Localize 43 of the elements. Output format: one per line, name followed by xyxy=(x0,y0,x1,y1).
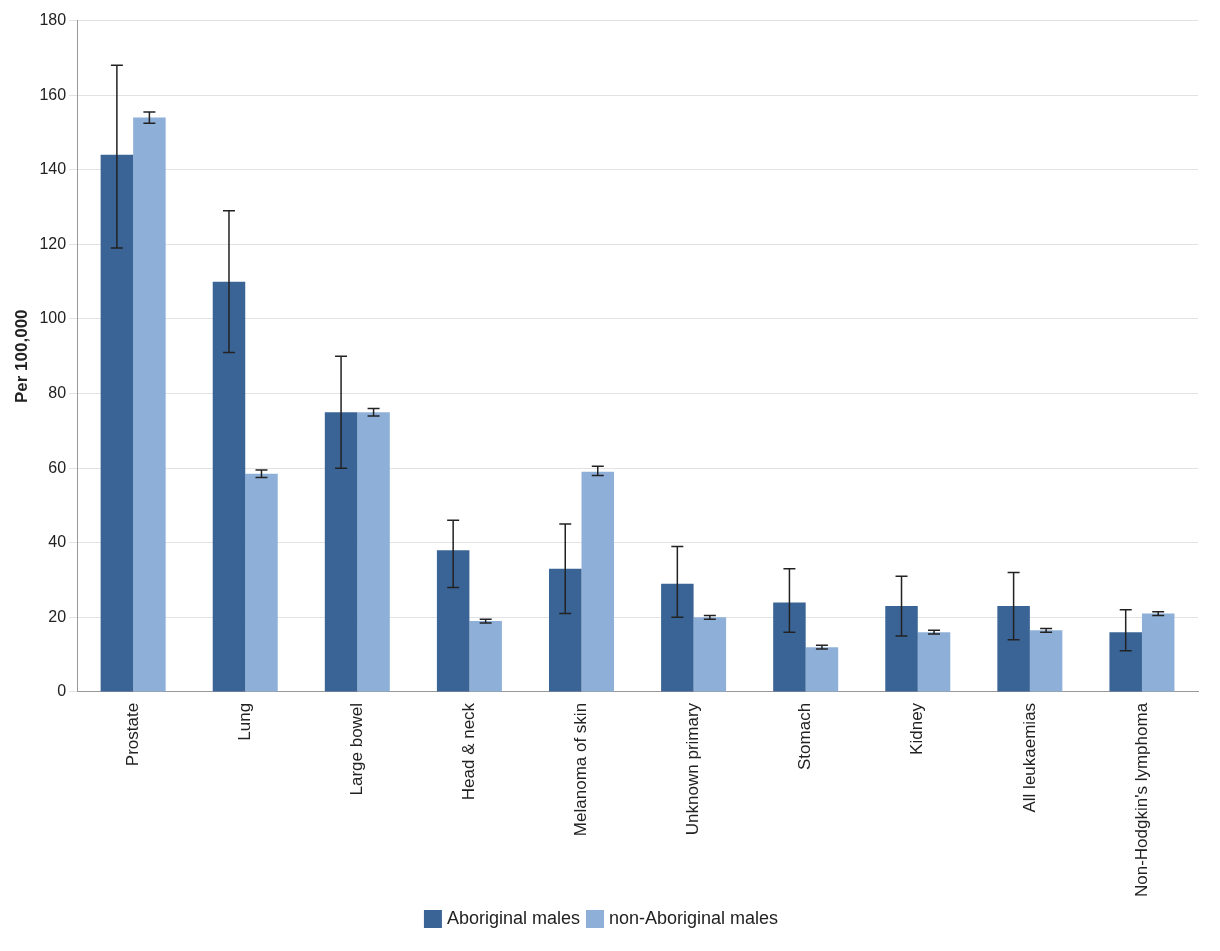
x-tick-label: Lung xyxy=(234,702,254,741)
x-tick-label: All leukaemias xyxy=(1019,702,1039,813)
bar xyxy=(133,117,166,692)
bar xyxy=(1109,632,1142,692)
y-tick-label: 120 xyxy=(39,234,67,252)
bar xyxy=(324,412,358,692)
legend-label: non-Aboriginal males xyxy=(608,907,779,928)
bar xyxy=(245,473,278,692)
x-tick-label: Non-Hodgkin's lymphoma xyxy=(1131,702,1151,897)
x-tick-label: Prostate xyxy=(122,702,142,767)
bar xyxy=(693,617,727,692)
bar xyxy=(773,602,806,692)
bar xyxy=(357,412,390,692)
bar xyxy=(1029,630,1063,692)
y-tick-label: 80 xyxy=(48,383,67,401)
y-tick-label: 140 xyxy=(39,160,67,178)
y-axis-title: Per 100,000 xyxy=(11,309,31,404)
y-tick-label: 60 xyxy=(48,458,67,476)
bar xyxy=(805,647,839,692)
bar xyxy=(661,583,694,692)
bar xyxy=(436,550,470,692)
bar xyxy=(917,632,951,692)
x-tick-label: Melanoma of skin xyxy=(571,702,591,837)
bar xyxy=(549,568,582,692)
x-tick-label: Head & neck xyxy=(459,702,479,801)
y-tick-label: 100 xyxy=(39,309,67,327)
bar xyxy=(469,621,502,692)
bar xyxy=(581,471,615,692)
x-tick-label: Large bowel xyxy=(347,702,367,796)
bar xyxy=(997,606,1030,692)
x-tick-label: Stomach xyxy=(795,702,815,770)
y-tick-label: 40 xyxy=(48,533,67,551)
y-tick-label: 160 xyxy=(39,85,67,103)
bar xyxy=(100,154,134,692)
x-tick-label: Kidney xyxy=(907,702,927,755)
bar xyxy=(885,606,918,692)
y-tick-label: 20 xyxy=(48,607,67,625)
y-tick-label: 0 xyxy=(57,682,67,700)
legend-label: Aboriginal males xyxy=(446,907,580,928)
x-tick-label: Unknown primary xyxy=(683,702,703,836)
bar xyxy=(1141,613,1175,692)
bar xyxy=(212,281,246,692)
y-tick-label: 180 xyxy=(39,11,67,29)
